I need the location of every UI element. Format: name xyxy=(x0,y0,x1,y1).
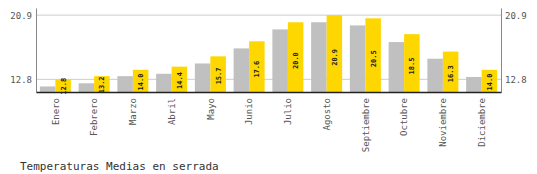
bar xyxy=(389,42,405,92)
tick-label: 12.8 xyxy=(505,75,527,85)
plot: 12.8 20.9 12.8 20.9 Enero Febrero Marzo Abril Ma… xyxy=(10,9,526,153)
bar xyxy=(443,52,459,92)
bar xyxy=(40,86,56,92)
bar xyxy=(288,22,304,92)
bar xyxy=(172,67,188,92)
y-axis: 12.8 20.9 xyxy=(10,9,36,93)
tick-label: Junio xyxy=(244,98,254,125)
data-label: 15.7 xyxy=(215,68,223,85)
grid-line xyxy=(36,15,501,16)
bar xyxy=(133,70,149,92)
tick-label: Agosto xyxy=(322,98,332,131)
bars xyxy=(40,15,497,92)
y-axis-right: 12.8 20.9 xyxy=(501,9,527,93)
tick: Marzo xyxy=(128,92,138,125)
bar xyxy=(272,29,288,92)
bar xyxy=(350,25,366,92)
bar xyxy=(249,41,265,92)
tick-label: Febrero xyxy=(89,98,99,136)
tick: 12.8 xyxy=(10,75,36,85)
tick-label: 20.9 xyxy=(10,11,32,21)
bar xyxy=(427,59,443,92)
tick: Enero xyxy=(51,92,61,125)
data-label: 14.0 xyxy=(486,74,494,91)
data-label-series: 12.8 13.2 14.0 14.4 15.7 17.6 20.0 20.9 20.5 18.5… xyxy=(60,49,494,95)
bar-series xyxy=(55,15,497,92)
tick: 20.9 xyxy=(501,11,527,21)
tick-label: Enero xyxy=(51,98,61,125)
tick-label: Octubre xyxy=(399,98,409,136)
tick: Noviembre xyxy=(438,92,448,147)
tick: 12.8 xyxy=(501,75,527,85)
tick-label: Julio xyxy=(283,98,293,125)
tick-label: Abril xyxy=(167,98,177,125)
tick: 20.9 xyxy=(10,11,36,21)
bar xyxy=(466,77,482,92)
tick-label: Septiembre xyxy=(361,98,371,152)
bar xyxy=(210,56,226,92)
data-label: 17.6 xyxy=(253,61,261,78)
bar xyxy=(311,22,327,92)
bar xyxy=(327,15,343,92)
bar xyxy=(482,70,498,92)
data-label: 16.3 xyxy=(447,65,455,82)
data-label: 14.4 xyxy=(176,72,184,89)
axis-line xyxy=(36,9,37,93)
chart: 12.8 20.9 12.8 20.9 Enero Febrero Marzo Abril Ma… xyxy=(0,0,537,174)
data-label: 14.0 xyxy=(137,74,145,91)
tick-label: Marzo xyxy=(128,98,138,125)
tick: Diciembre xyxy=(477,92,487,147)
tick: Agosto xyxy=(322,92,332,131)
bar xyxy=(79,83,95,92)
data-label: 20.5 xyxy=(370,50,378,67)
tick: Junio xyxy=(244,92,254,125)
bar xyxy=(156,74,172,92)
tick: Abril xyxy=(167,92,177,125)
bar xyxy=(365,18,381,92)
x-axis: Enero Febrero Marzo Abril Mayo Junio Julio Agos… xyxy=(37,92,502,152)
tick-label: 20.9 xyxy=(505,11,527,21)
tick: Mayo xyxy=(206,92,216,120)
tick-label: Noviembre xyxy=(438,98,448,147)
bar xyxy=(195,63,211,92)
tick-label: Mayo xyxy=(206,98,216,120)
data-label: 12.8 xyxy=(60,78,68,95)
axis-line xyxy=(501,9,502,93)
tick: Septiembre xyxy=(361,92,371,152)
data-label: 20.0 xyxy=(292,52,300,69)
data-label: 20.9 xyxy=(331,49,339,66)
bar xyxy=(404,34,420,92)
data-label: 13.2 xyxy=(98,76,106,93)
tick-label: Diciembre xyxy=(477,98,487,147)
title: Temperaturas Medias en serrada xyxy=(20,160,219,173)
bar xyxy=(117,76,133,92)
data-label: 18.5 xyxy=(408,58,416,75)
tick-label: 12.8 xyxy=(10,75,32,85)
tick: Julio xyxy=(283,92,293,125)
tick: Febrero xyxy=(89,92,99,136)
bar xyxy=(234,48,250,92)
tick: Octubre xyxy=(399,92,409,136)
data-labels: 12.8 13.2 14.0 14.4 15.7 17.6 20.0 20.9 20.5 18.5… xyxy=(60,49,494,95)
